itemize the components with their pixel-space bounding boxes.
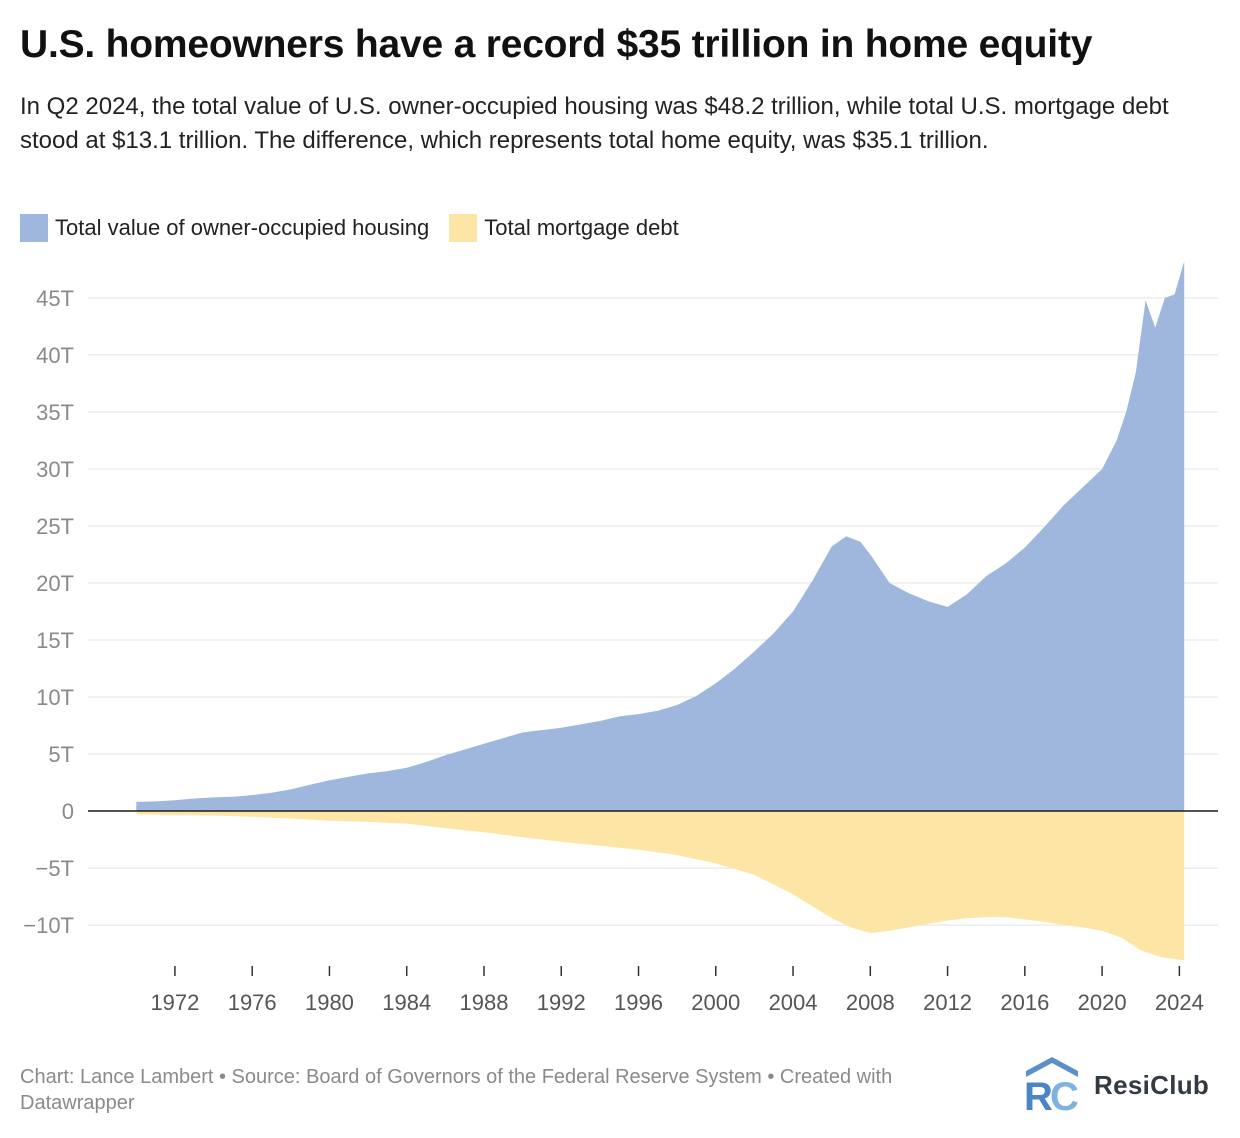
chart-subtitle: In Q2 2024, the total value of U.S. owne… <box>20 93 1169 154</box>
legend-swatch-housing <box>20 214 48 242</box>
housing-value-area <box>136 261 1185 812</box>
legend-label-housing: Total value of owner-occupied housing <box>55 215 430 240</box>
y-tick-label: 40T <box>36 343 74 368</box>
y-tick-label: −5T <box>35 856 74 881</box>
x-tick-label: 1992 <box>537 990 586 1015</box>
y-tick-label: 0 <box>62 799 74 824</box>
y-tick-label: 35T <box>36 400 74 425</box>
y-tick-label: 15T <box>36 628 74 653</box>
y-tick-label: 45T <box>36 286 74 311</box>
svg-text:R: R <box>1024 1075 1053 1115</box>
chart-legend: Total value of owner-occupied housing To… <box>20 213 699 243</box>
resiclub-rc-logo-icon: R C <box>1024 1057 1079 1115</box>
x-tick-label: 2024 <box>1155 990 1204 1015</box>
y-tick-label: 10T <box>36 685 74 710</box>
legend-label-debt: Total mortgage debt <box>484 215 679 240</box>
chart-footer-credit: Chart: Lance Lambert • Source: Board of … <box>20 1066 893 1114</box>
mortgage-debt-area <box>136 811 1185 961</box>
y-tick-label: 5T <box>48 742 74 767</box>
y-tick-label: 20T <box>36 571 74 596</box>
brand-block: R C ResiClub <box>1022 1054 1209 1116</box>
legend-item-housing: Total value of owner-occupied housing <box>20 214 429 242</box>
y-tick-label: −10T <box>23 913 74 938</box>
x-tick-label: 2008 <box>846 990 895 1015</box>
svg-text:C: C <box>1050 1075 1079 1115</box>
x-tick-label: 1984 <box>382 990 431 1015</box>
x-tick-label: 1972 <box>150 990 199 1015</box>
x-tick-label: 1988 <box>460 990 509 1015</box>
y-tick-label: 25T <box>36 514 74 539</box>
y-tick-label: 30T <box>36 457 74 482</box>
brand-name: ResiClub <box>1094 1069 1210 1100</box>
x-tick-label: 1976 <box>228 990 277 1015</box>
legend-item-debt: Total mortgage debt <box>449 214 679 242</box>
x-tick-label: 1980 <box>305 990 354 1015</box>
chart-title: U.S. homeowners have a record $35 trilli… <box>20 23 1093 66</box>
x-tick-label: 1996 <box>614 990 663 1015</box>
x-tick-label: 2016 <box>1000 990 1049 1015</box>
x-tick-label: 2012 <box>923 990 972 1015</box>
x-tick-label: 2020 <box>1078 990 1127 1015</box>
x-tick-label: 2004 <box>769 990 818 1015</box>
legend-swatch-debt <box>449 214 478 242</box>
x-tick-label: 2000 <box>691 990 740 1015</box>
